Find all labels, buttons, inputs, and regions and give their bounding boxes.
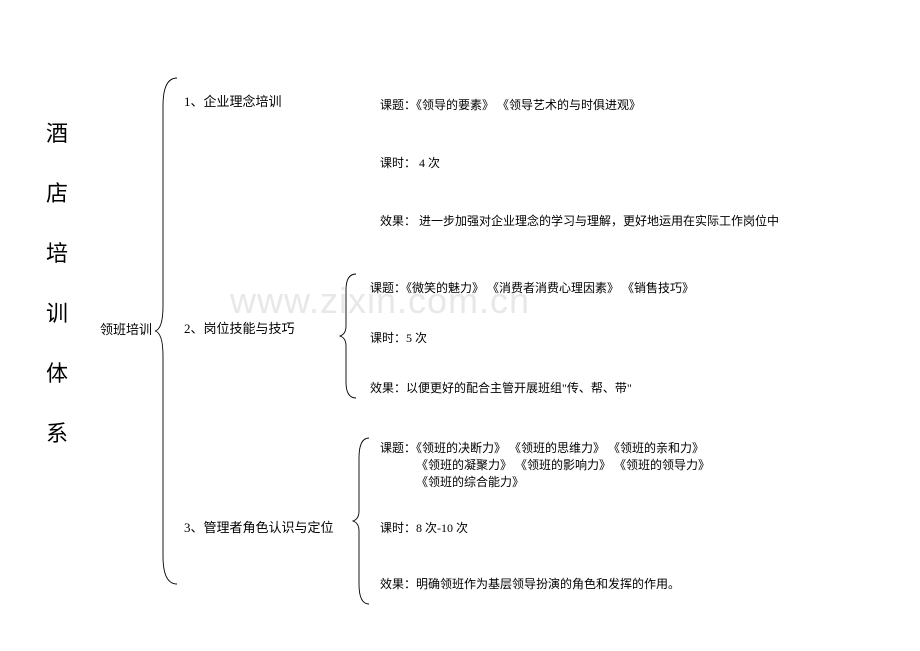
title-char: 系 <box>46 404 68 464</box>
category-label: 领班培训 <box>100 319 152 338</box>
item-3-topic-line3: 《领班的综合能力》 <box>380 474 710 491</box>
title-char: 酒 <box>46 104 68 164</box>
item-3-effect: 效果：明确领班作为基层领导扮演的角色和发挥的作用。 <box>380 576 680 593</box>
item-1-hours: 课时： 4 次 <box>380 155 440 172</box>
item-label-1: 1、企业理念培训 <box>184 91 282 110</box>
item-3-topic-line1: 课题：《领班的决断力》 《领班的思维力》 《领班的亲和力》 <box>380 441 704 455</box>
title-char: 店 <box>46 164 68 224</box>
item-label-2: 2、岗位技能与技巧 <box>184 318 295 337</box>
brace-main <box>155 76 179 586</box>
item-3-hours: 课时：8 次-10 次 <box>380 520 468 537</box>
item-3-topic-line2: 《领班的凝聚力》 《领班的影响力》 《领班的领导力》 <box>380 457 710 474</box>
item-1-topic: 课题：《领导的要素》 《领导艺术的与时俱进观》 <box>380 97 641 114</box>
brace-item-3 <box>353 436 371 606</box>
item-2-hours: 课时：5 次 <box>370 330 427 347</box>
brace-item-2 <box>340 272 358 400</box>
item-1-effect: 效果： 进一步加强对企业理念的学习与理解，更好地运用在实际工作岗位中 <box>380 213 779 230</box>
item-2-effect: 效果：以便更好的配合主管开展班组"传、帮、带" <box>370 380 632 397</box>
title-char: 培 <box>46 224 68 284</box>
item-3-topic: 课题：《领班的决断力》 《领班的思维力》 《领班的亲和力》 《领班的凝聚力》 《… <box>380 440 710 490</box>
title-char: 训 <box>46 284 68 344</box>
item-2-topic: 课题：《微笑的魅力》 《消费者消费心理因素》 《销售技巧》 <box>370 280 694 297</box>
title-char: 体 <box>46 344 68 404</box>
item-label-3: 3、管理者角色认识与定位 <box>184 517 334 536</box>
main-title-vertical: 酒 店 培 训 体 系 <box>46 104 68 464</box>
